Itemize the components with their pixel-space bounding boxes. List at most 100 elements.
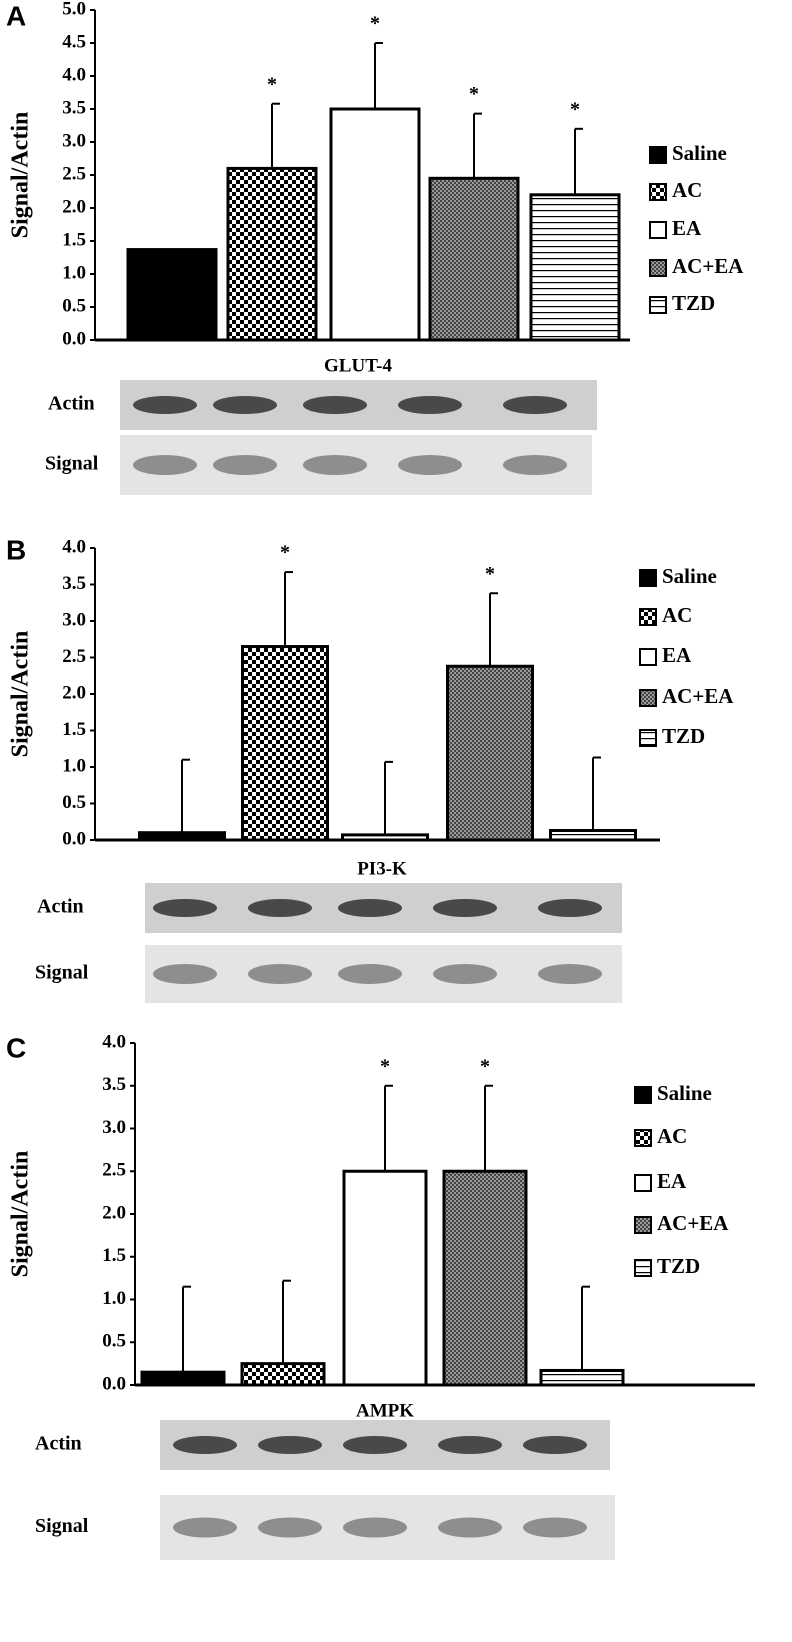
blot-band [303,396,367,414]
y-tick-label: 0.0 [102,1373,126,1394]
legend-label: Saline [657,1081,712,1105]
blot-band [248,899,312,917]
y-tick-label: 0.0 [62,328,86,349]
blot-band [133,396,197,414]
blot-title: AMPK [356,1400,414,1421]
blot-band [438,1517,502,1538]
legend-label: AC [662,603,692,627]
blot-band [303,455,367,475]
legend-swatch [649,146,667,164]
legend-label: AC+EA [657,1211,729,1235]
y-tick-label: 3.0 [102,1117,126,1138]
blot-band [213,455,277,475]
bar [442,1169,528,1387]
legend-swatch [639,648,657,666]
y-tick-label: 1.0 [102,1288,126,1309]
blot-band [173,1436,237,1454]
y-tick-label: 4.0 [62,536,86,557]
blot-band [343,1436,407,1454]
legend-swatch [634,1174,652,1192]
blot-row-label: Actin [37,896,84,918]
blot-band [258,1436,322,1454]
legend-swatch [634,1129,652,1147]
significance-mark: * [380,1055,390,1077]
y-tick-label: 3.5 [102,1074,126,1095]
blot-row-label: Actin [35,1433,82,1455]
bar [539,1368,625,1387]
bar [329,107,421,342]
significance-mark: * [570,98,580,120]
y-tick-label: 0.5 [62,295,86,316]
legend-label: TZD [657,1254,700,1278]
y-tick-label: 4.5 [62,31,86,52]
significance-mark: * [485,563,495,585]
blot-band [343,1517,407,1538]
y-tick-label: 3.0 [62,609,86,630]
y-tick-label: 3.5 [62,97,86,118]
legend-swatch [649,183,667,201]
legend-label: Saline [672,141,727,165]
blot-band [133,455,197,475]
blot-row-label: Signal [35,1515,89,1537]
y-axis-label: Signal/Actin [8,631,34,758]
y-tick-label: 1.5 [102,1245,126,1266]
y-tick-label: 0.5 [62,792,86,813]
y-tick-label: 5.0 [62,0,86,19]
legend-label: EA [657,1169,687,1193]
y-tick-label: 1.0 [62,262,86,283]
y-tick-label: 2.5 [62,646,86,667]
y-tick-label: 3.5 [62,573,86,594]
blot-band [538,964,602,984]
blot-band [538,899,602,917]
legend-label: EA [672,216,702,240]
panel-letter: B [6,534,26,565]
y-tick-label: 2.0 [102,1202,126,1223]
blot-row-label: Signal [35,962,89,984]
blot-band [503,455,567,475]
y-tick-label: 4.0 [102,1031,126,1052]
blot-band [433,964,497,984]
significance-mark: * [267,73,277,95]
significance-mark: * [370,13,380,35]
bar [428,176,520,342]
y-tick-label: 2.5 [102,1160,126,1181]
blot-band [153,899,217,917]
blot-band [398,396,462,414]
legend-swatch [639,569,657,587]
significance-mark: * [469,83,479,105]
blot-row-label: Actin [48,393,95,415]
blot-row-label: Signal [45,453,99,475]
y-axis-label: Signal/Actin [8,112,34,239]
y-tick-label: 2.0 [62,196,86,217]
legend-label: AC+EA [672,254,744,278]
bar [226,166,318,342]
blot-band [258,1517,322,1538]
blot-title: PI3-K [357,858,407,879]
y-tick-label: 2.0 [62,682,86,703]
bar [241,645,329,842]
y-tick-label: 1.5 [62,719,86,740]
legend-label: TZD [662,724,705,748]
blot-title: GLUT-4 [324,355,392,376]
y-tick-label: 3.0 [62,130,86,151]
significance-mark: * [280,542,290,564]
y-axis-label: Signal/Actin [8,1151,34,1278]
blot-band [248,964,312,984]
legend-swatch [649,259,667,277]
bar [240,1362,326,1387]
y-tick-label: 4.0 [62,64,86,85]
y-tick-label: 1.5 [62,229,86,250]
legend-swatch [639,608,657,626]
blot-band [523,1517,587,1538]
blot-band [523,1436,587,1454]
panel-letter: C [6,1032,26,1063]
legend-swatch [639,689,657,707]
bar [446,664,534,842]
significance-mark: * [480,1055,490,1077]
bar [342,1169,428,1387]
bar [140,1370,226,1387]
blot-band [213,396,277,414]
bar [529,193,621,342]
legend-label: EA [662,643,692,667]
